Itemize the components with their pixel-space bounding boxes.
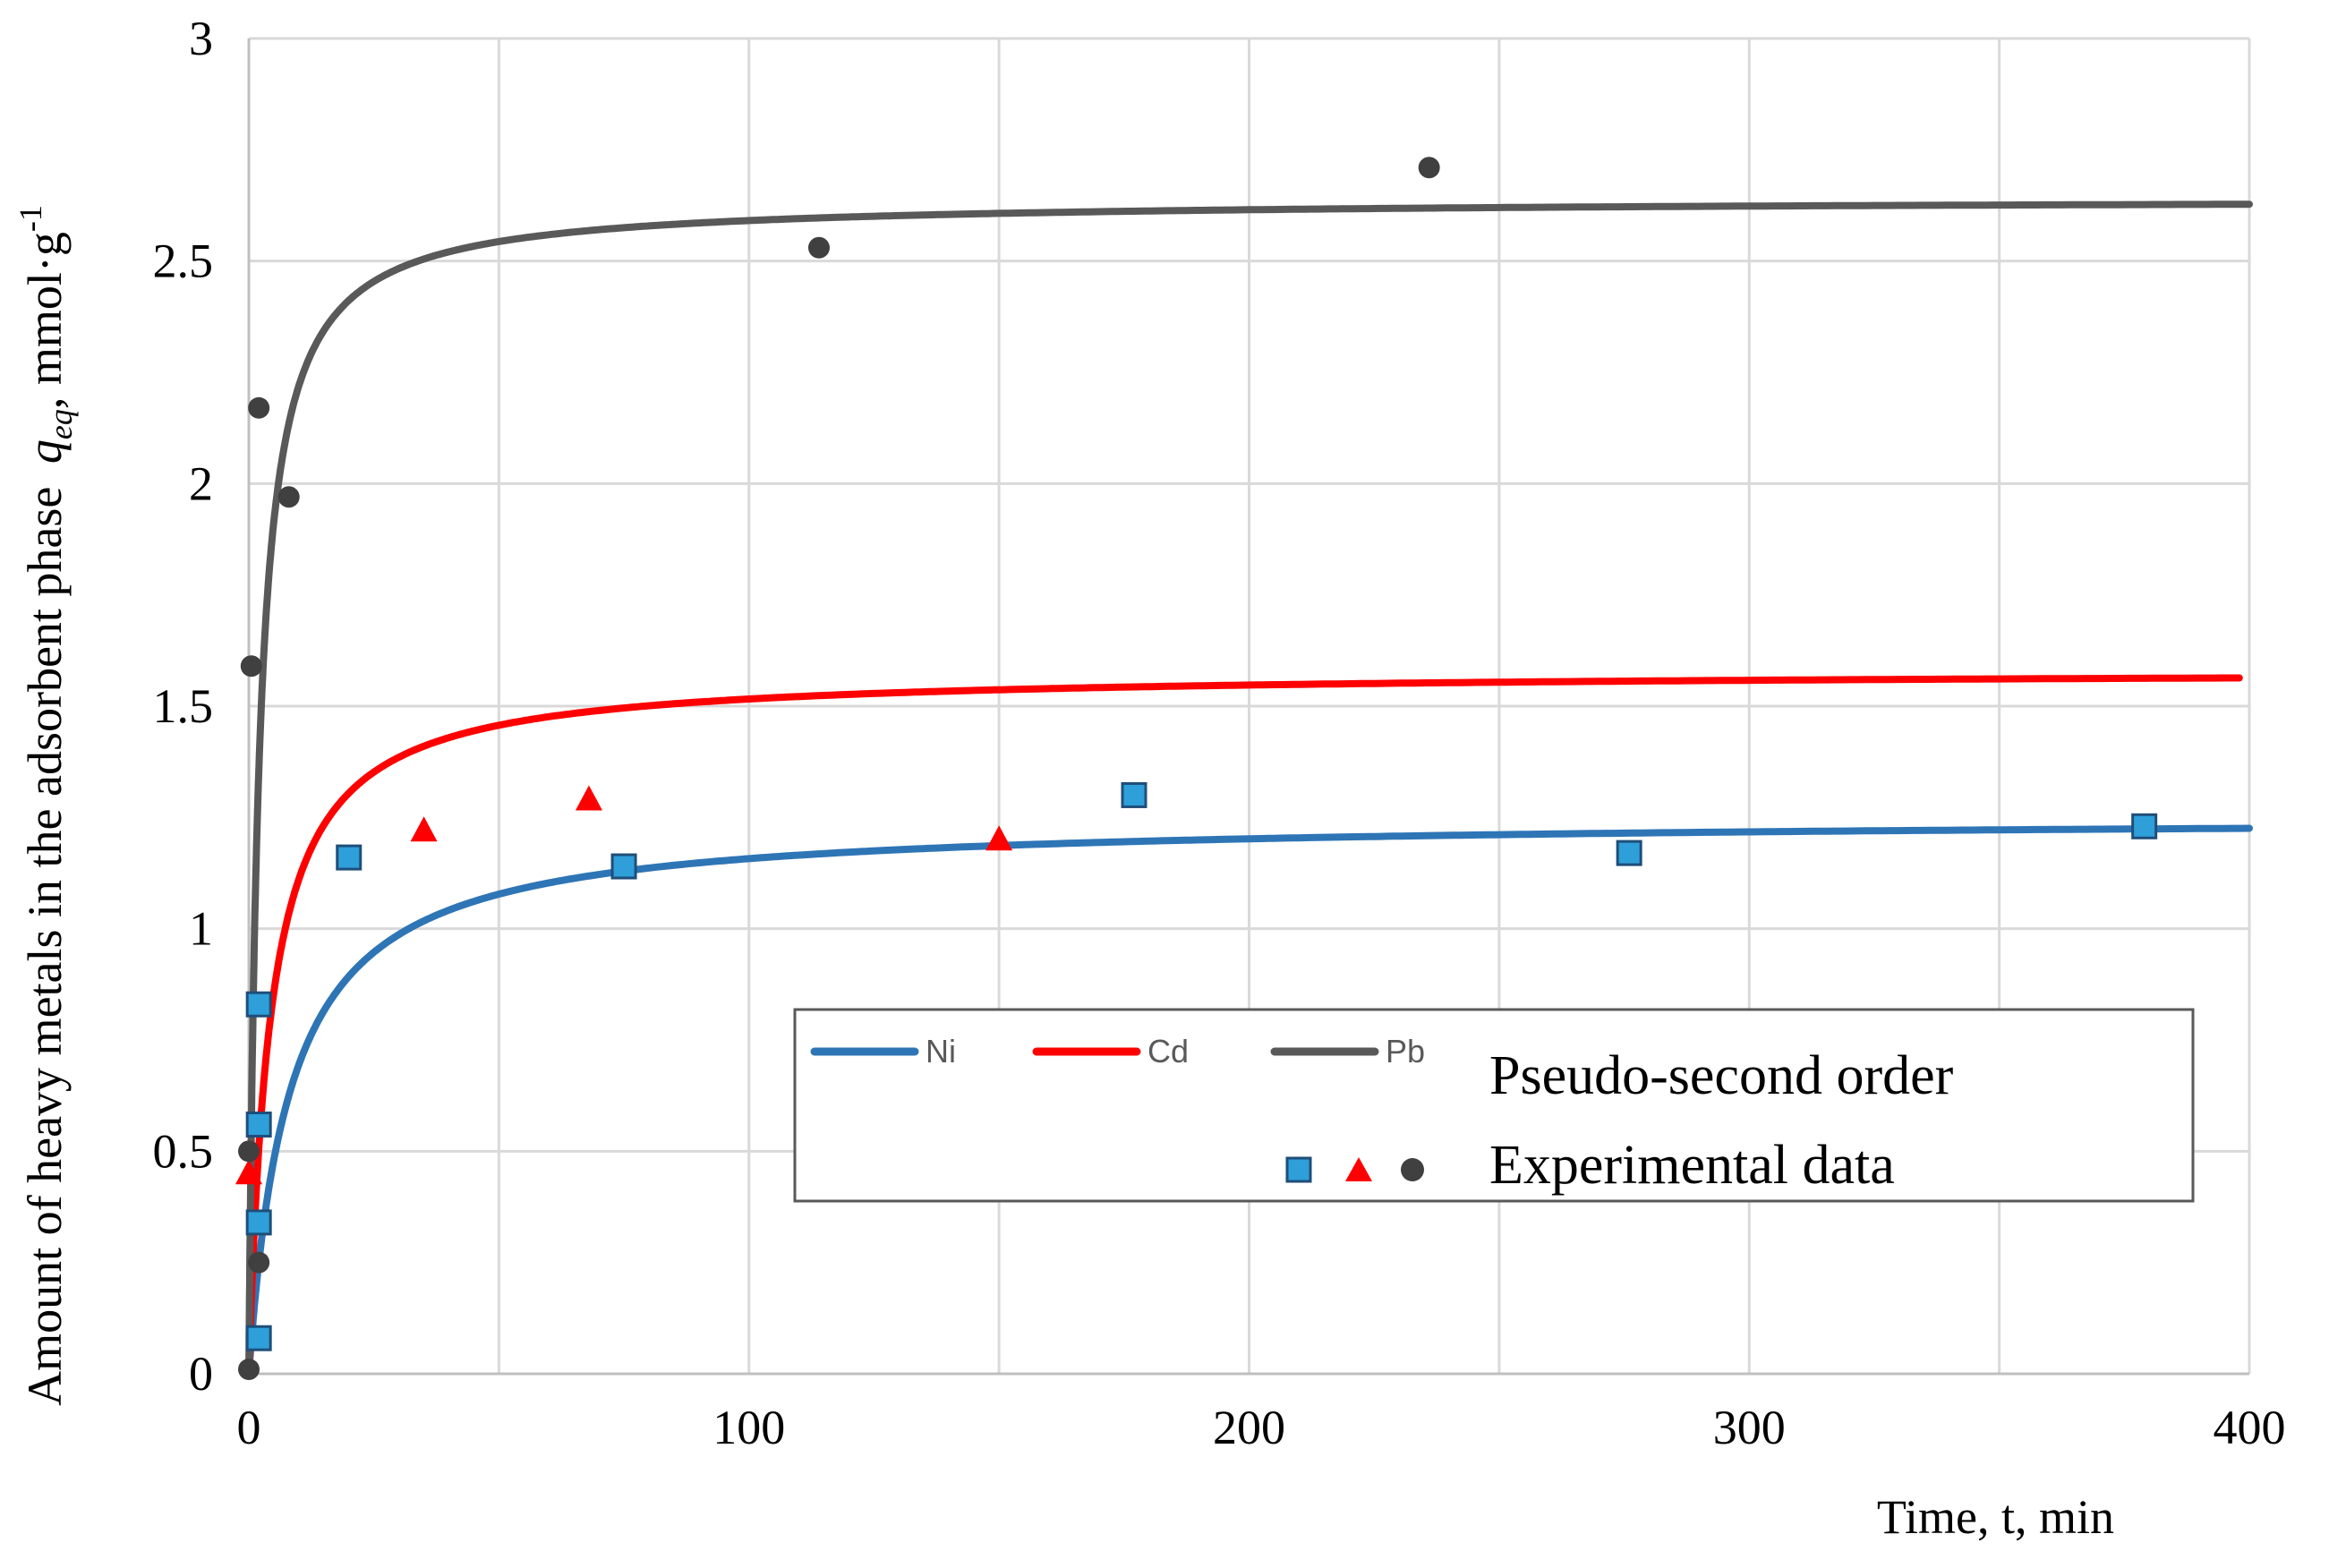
data-point-pb <box>807 236 830 259</box>
data-point-ni <box>610 853 637 880</box>
data-point-pb <box>248 396 270 419</box>
y-tick-label: 0.5 <box>153 1124 214 1178</box>
data-point-pb <box>1418 157 1440 179</box>
y-axis-title-var: q <box>18 439 72 464</box>
data-point-pb <box>248 1251 270 1274</box>
data-point-ni <box>1616 839 1642 866</box>
y-axis-title-prefix: Amount of heavy metals in the adsorbent … <box>18 487 72 1406</box>
x-tick-label: 300 <box>1713 1401 1786 1454</box>
data-point-ni <box>1121 781 1147 808</box>
legend-marker-pb <box>1401 1158 1424 1181</box>
legend-marker-ni <box>1285 1156 1312 1183</box>
data-point-cd <box>575 785 602 811</box>
tick-labels: 0 0.5 1 1.5 2 2.5 3 0 100 200 300 400 <box>153 12 2286 1454</box>
legend-model-label: Pseudo-second order <box>1489 1045 1954 1106</box>
x-tick-label: 400 <box>2214 1401 2286 1454</box>
data-point-ni <box>2131 813 2158 839</box>
legend-marker-cd <box>1345 1157 1372 1181</box>
data-point-cd <box>410 816 438 842</box>
y-tick-label: 2 <box>189 456 213 510</box>
data-point-cd <box>985 825 1013 851</box>
data-point-pb <box>238 1359 260 1381</box>
model-curves <box>245 200 2253 1377</box>
data-point-ni <box>245 991 272 1018</box>
y-tick-label: 2.5 <box>153 234 214 288</box>
data-point-ni <box>336 844 363 871</box>
y-axis-title-sup: -1 <box>13 205 48 232</box>
data-point-ni <box>245 1209 272 1236</box>
data-point-ni <box>245 1325 272 1351</box>
y-axis-title-sub: eq <box>43 409 79 439</box>
model-line-cd <box>245 674 2243 1377</box>
data-point-cd <box>235 1159 262 1185</box>
y-axis-title: Amount of heavy metals in the adsorbent … <box>13 205 79 1406</box>
legend-label-ni: Ni <box>926 1033 956 1069</box>
x-axis-title: Time, t, min <box>1877 1490 2114 1544</box>
legend-label-pb: Pb <box>1386 1033 1425 1069</box>
y-tick-label: 1 <box>189 902 213 956</box>
model-line-ni <box>245 824 2253 1377</box>
model-line-pb <box>245 200 2253 1377</box>
data-point-pb <box>238 1140 260 1163</box>
x-tick-label: 100 <box>712 1401 785 1454</box>
legend-label-cd: Cd <box>1147 1033 1189 1069</box>
data-point-pb <box>240 655 262 677</box>
y-tick-label: 0 <box>189 1347 213 1401</box>
data-point-pb <box>277 486 300 508</box>
y-axis-title-units: , mmol·g <box>18 232 72 409</box>
y-tick-label: 3 <box>189 12 213 65</box>
data-point-ni <box>245 1111 272 1138</box>
y-tick-label: 1.5 <box>153 679 214 733</box>
legend: Ni Cd Pb Pseudo-second order Experimenta… <box>793 1008 2195 1203</box>
legend-box <box>793 1008 2195 1203</box>
x-tick-label: 200 <box>1213 1401 1285 1454</box>
legend-experimental-label: Experimental data <box>1489 1135 1895 1196</box>
x-tick-label: 0 <box>237 1401 261 1454</box>
experimental-markers <box>235 157 2158 1381</box>
